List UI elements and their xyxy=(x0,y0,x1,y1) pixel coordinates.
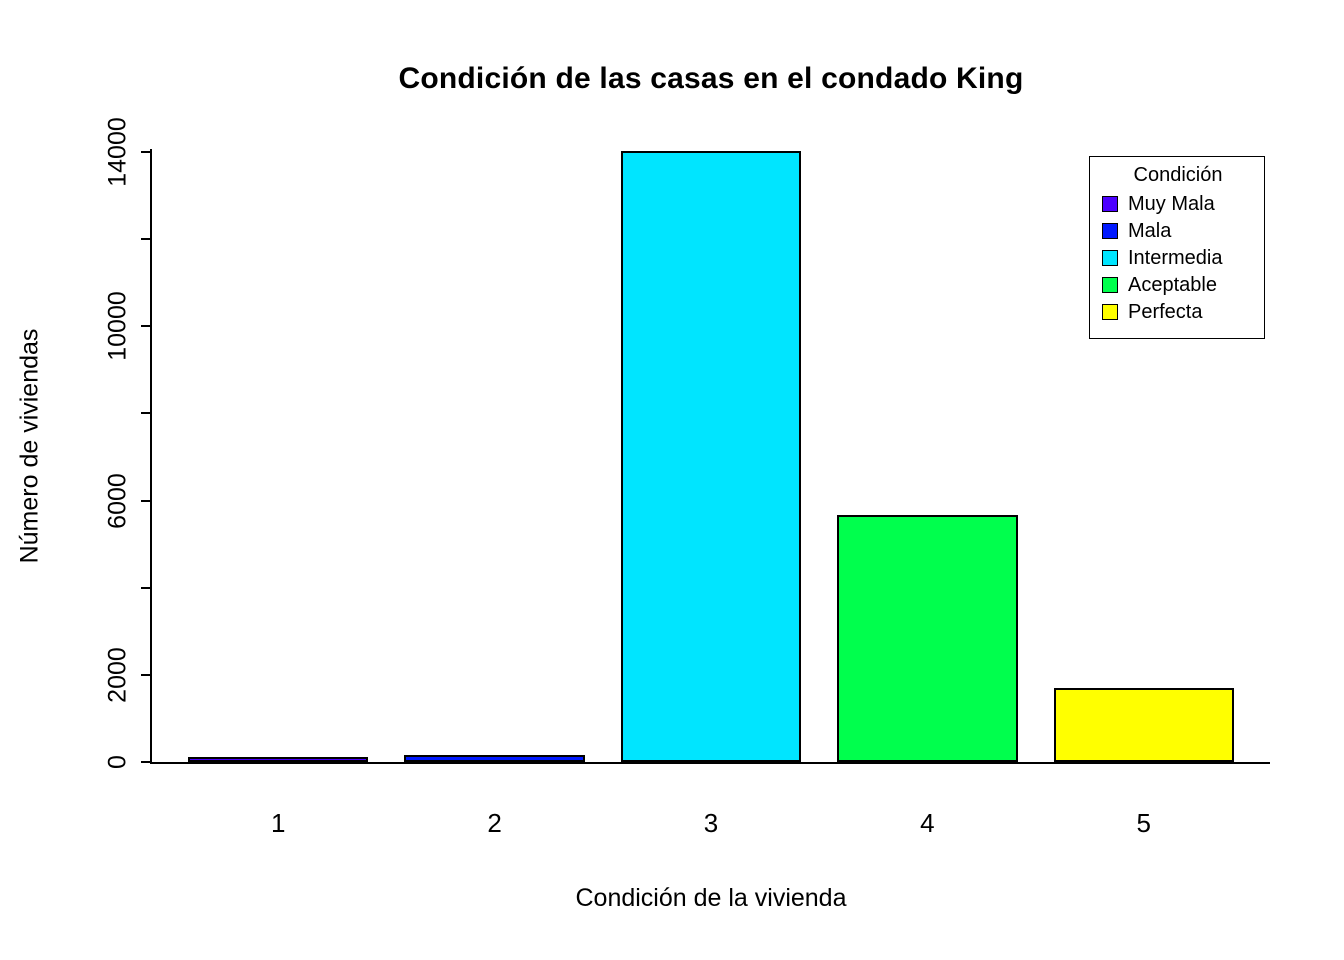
y-axis-label: Número de viviendas xyxy=(15,328,44,564)
y-axis-tick xyxy=(141,586,150,589)
x-category-label-4: 4 xyxy=(920,808,935,838)
legend-label: Aceptable xyxy=(1128,274,1217,296)
y-axis-tick xyxy=(141,412,150,415)
x-category-label-5: 5 xyxy=(1136,808,1151,838)
y-axis-tick-label: 0 xyxy=(103,755,132,769)
bar-condition-2 xyxy=(404,754,585,762)
x-axis-line xyxy=(150,762,1270,764)
y-axis-tick xyxy=(141,238,150,241)
y-axis-tick xyxy=(141,499,150,502)
legend-label: Perfecta xyxy=(1128,301,1203,323)
legend-entry: Muy Mala xyxy=(1102,193,1254,215)
legend-swatch-icon xyxy=(1102,250,1118,266)
legend-label: Mala xyxy=(1128,220,1172,242)
legend-title: Condición xyxy=(1133,164,1223,186)
legend-entry: Intermedia xyxy=(1102,247,1254,269)
chart-title: Condición de las casas en el condado Kin… xyxy=(398,62,1024,95)
legend-swatch-icon xyxy=(1102,196,1118,212)
legend-entry: Perfecta xyxy=(1102,301,1254,323)
y-axis-tick xyxy=(141,673,150,676)
legend-label: Muy Mala xyxy=(1128,193,1215,215)
y-axis-tick-label: 10000 xyxy=(103,291,132,362)
x-category-label-3: 3 xyxy=(703,808,719,838)
y-axis-tick xyxy=(141,151,150,153)
legend-label: Intermedia xyxy=(1128,247,1223,269)
bar-condition-4 xyxy=(837,514,1018,762)
bar-condition-1 xyxy=(188,757,369,762)
legend-swatch-icon xyxy=(1102,304,1118,320)
y-axis-tick xyxy=(141,761,150,763)
x-category-label-2: 2 xyxy=(487,808,502,838)
x-axis-label: Condición de la vivienda xyxy=(575,884,847,912)
y-axis-tick xyxy=(141,325,150,328)
y-axis-line xyxy=(150,149,152,764)
y-axis-tick-label: 14000 xyxy=(103,117,132,187)
y-axis-tick-label: 2000 xyxy=(103,647,132,703)
legend-entry: Aceptable xyxy=(1102,274,1254,296)
legend-entry: Mala xyxy=(1102,220,1254,242)
legend-box: Condición Muy Mala Mala Intermedia Aceptabl… xyxy=(1089,156,1265,339)
legend-swatch-icon xyxy=(1102,223,1118,239)
y-axis-tick-label: 6000 xyxy=(103,472,132,529)
bar-condition-3 xyxy=(620,150,802,762)
legend-swatch-icon xyxy=(1102,277,1118,293)
x-category-label-1: 1 xyxy=(270,808,286,838)
bar-condition-5 xyxy=(1053,687,1234,762)
